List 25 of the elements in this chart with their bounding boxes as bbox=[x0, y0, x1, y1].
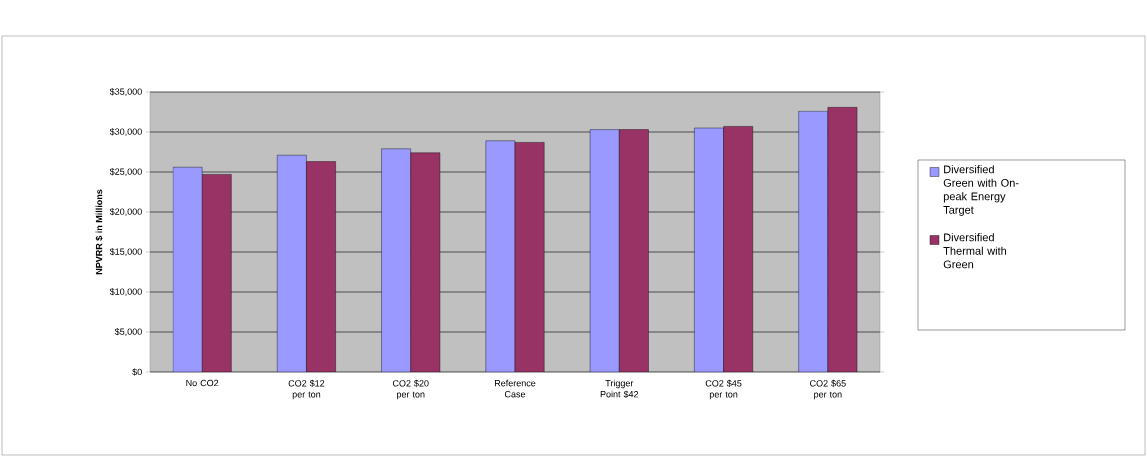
legend-label: Diversified Thermal with Green bbox=[943, 233, 1007, 269]
y-tick-label: $30,000 bbox=[109, 128, 142, 136]
x-tick-label: CO2 $20 per ton bbox=[392, 379, 429, 400]
bar bbox=[201, 174, 232, 372]
bar bbox=[306, 161, 336, 372]
x-tick-label: CO2 $45 per ton bbox=[705, 379, 742, 400]
bar bbox=[619, 129, 649, 372]
bar bbox=[827, 106, 858, 372]
x-tick-label: Reference Case bbox=[494, 379, 536, 398]
x-tick-label: CO2 $65 per ton bbox=[810, 379, 846, 400]
legend-label: Diversified Green with On-peak Energy Target bbox=[943, 165, 1019, 216]
bar bbox=[723, 126, 753, 372]
y-tick-label: $10,000 bbox=[109, 288, 142, 296]
y-tick-label: $20,000 bbox=[109, 208, 142, 216]
y-tick-label: $25,000 bbox=[109, 168, 142, 176]
x-tick-label: Trigger Point $42 bbox=[600, 379, 639, 398]
x-tick-label: CO2 $12 per ton bbox=[288, 379, 325, 400]
bar bbox=[410, 152, 441, 372]
bar bbox=[514, 142, 545, 372]
y-tick-label: $5,000 bbox=[114, 328, 142, 336]
y-tick-label: $0 bbox=[132, 368, 142, 376]
y-tick-label: $35,000 bbox=[109, 88, 142, 96]
y-axis-title: NPVRR $ in Millions bbox=[95, 189, 103, 275]
y-tick-label: $15,000 bbox=[109, 248, 142, 256]
x-tick-label: No CO2 bbox=[186, 379, 219, 387]
